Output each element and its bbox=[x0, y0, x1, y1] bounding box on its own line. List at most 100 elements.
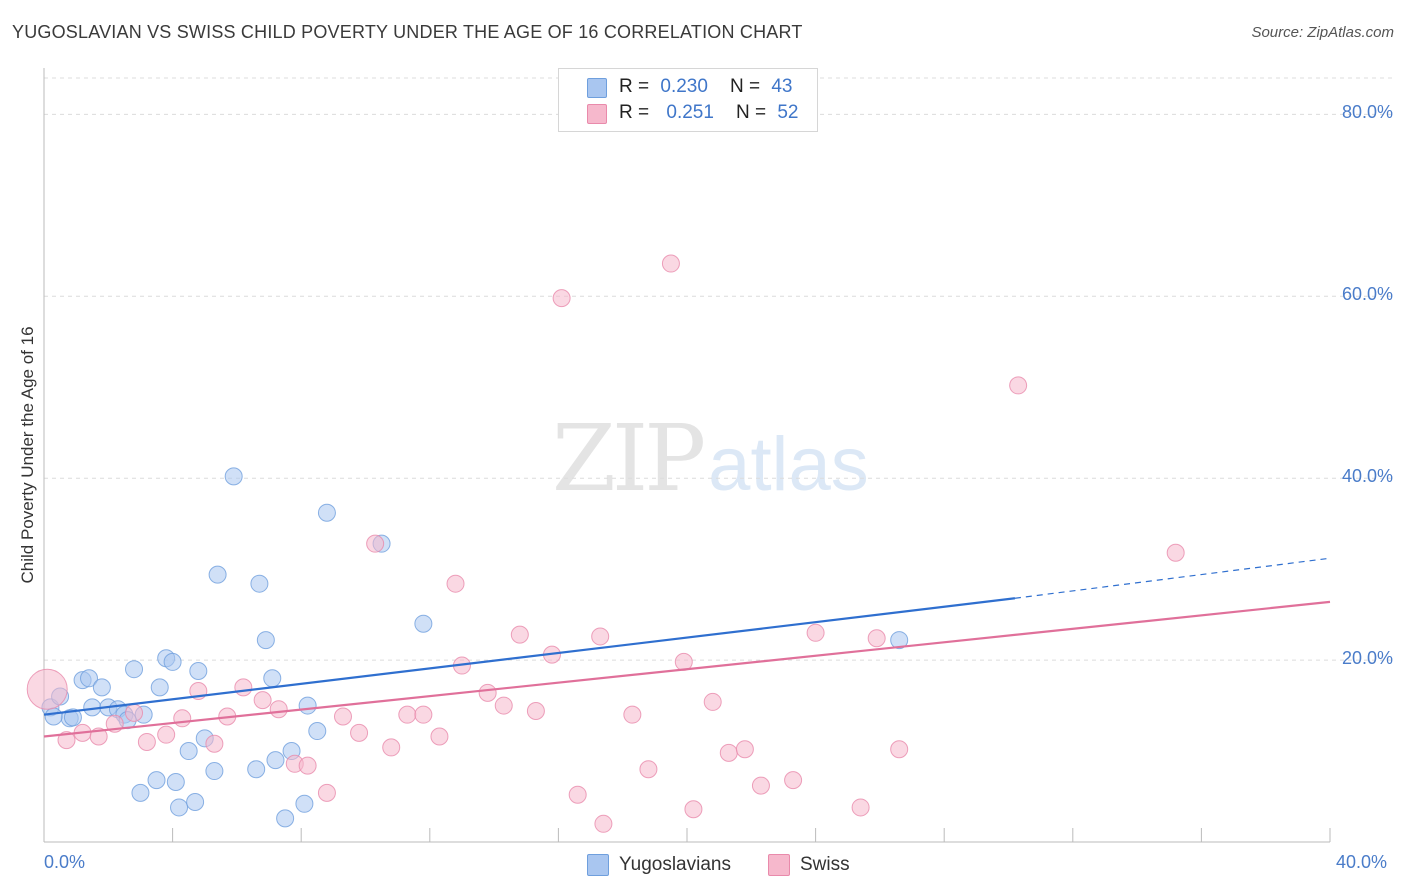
point-swiss bbox=[735, 740, 754, 759]
point-swiss bbox=[661, 254, 680, 273]
point-swiss bbox=[568, 785, 587, 804]
point-swiss bbox=[366, 534, 385, 553]
point-yugoslavians bbox=[247, 760, 266, 779]
point-swiss bbox=[623, 705, 642, 724]
point-swiss bbox=[806, 623, 825, 642]
legend-swatch-yugoslavians bbox=[587, 854, 609, 876]
point-swiss bbox=[552, 289, 571, 308]
point-yugoslavians bbox=[266, 751, 285, 770]
point-swiss bbox=[350, 723, 369, 742]
trend-line-swiss bbox=[43, 600, 1331, 738]
watermark-zip: ZIP bbox=[552, 405, 706, 512]
y-tick-label: 60.0% bbox=[1341, 284, 1393, 305]
watermark: ZIPatlas bbox=[552, 405, 869, 512]
point-swiss bbox=[639, 760, 658, 779]
stats-row-swiss: R = 0.251 N = 52 bbox=[619, 101, 798, 125]
point-swiss bbox=[719, 743, 738, 762]
point-swiss bbox=[446, 574, 465, 593]
point-swiss bbox=[125, 703, 144, 722]
point-yugoslavians bbox=[147, 771, 166, 790]
source-label: Source: ZipAtlas.com bbox=[1251, 24, 1394, 41]
watermark-atlas: atlas bbox=[708, 422, 869, 507]
trend-line-yugoslavians bbox=[43, 597, 1016, 716]
grid-lines bbox=[44, 77, 1392, 661]
legend-swatch-swiss bbox=[768, 854, 790, 876]
trend-extension-yugoslavians bbox=[1014, 557, 1331, 599]
point-swiss bbox=[269, 700, 288, 719]
stats-row-yugoslavians: R = 0.230 N = 43 bbox=[619, 75, 792, 99]
n-label: N = bbox=[735, 102, 767, 123]
point-swiss bbox=[173, 709, 192, 728]
point-swiss bbox=[382, 738, 401, 757]
point-yugoslavians bbox=[179, 742, 198, 761]
y-tick-label: 40.0% bbox=[1341, 466, 1393, 487]
axes bbox=[43, 68, 1331, 843]
point-yugoslavians bbox=[44, 707, 63, 726]
point-yugoslavians bbox=[125, 660, 144, 679]
point-swiss bbox=[57, 731, 76, 750]
chart-title: YUGOSLAVIAN VS SWISS CHILD POVERTY UNDER… bbox=[12, 22, 803, 42]
point-swiss bbox=[137, 732, 156, 751]
point-yugoslavians bbox=[170, 798, 189, 817]
legend-item-yugoslavians[interactable]: Yugoslavians bbox=[587, 852, 731, 878]
point-swiss bbox=[703, 692, 722, 711]
stats-swatch-yugoslavians bbox=[587, 78, 607, 98]
point-swiss bbox=[526, 702, 545, 721]
point-swiss bbox=[26, 668, 68, 710]
r-value: 0.251 bbox=[666, 102, 714, 123]
point-swiss bbox=[398, 705, 417, 724]
point-swiss bbox=[510, 625, 529, 644]
point-yugoslavians bbox=[92, 678, 111, 697]
point-yugoslavians bbox=[224, 467, 243, 486]
point-yugoslavians bbox=[205, 762, 224, 781]
point-swiss bbox=[1009, 376, 1028, 395]
point-yugoslavians bbox=[890, 631, 909, 650]
x-tick-label-min: 0.0% bbox=[44, 852, 86, 872]
data-points bbox=[26, 254, 1185, 833]
r-value: 0.230 bbox=[660, 76, 708, 97]
n-value: 43 bbox=[771, 76, 793, 97]
point-swiss bbox=[157, 725, 176, 744]
point-yugoslavians bbox=[256, 631, 275, 650]
point-yugoslavians bbox=[166, 772, 185, 791]
trend-lines bbox=[43, 557, 1331, 738]
point-yugoslavians bbox=[80, 669, 99, 688]
point-swiss bbox=[867, 629, 886, 648]
point-swiss bbox=[205, 734, 224, 753]
stats-swatch-swiss bbox=[587, 104, 607, 124]
point-swiss bbox=[478, 683, 497, 702]
point-swiss bbox=[253, 691, 272, 710]
r-label: R = bbox=[619, 76, 650, 97]
legend-label-swiss: Swiss bbox=[800, 854, 850, 875]
point-swiss bbox=[1166, 543, 1185, 562]
point-yugoslavians bbox=[150, 678, 169, 697]
point-yugoslavians bbox=[295, 794, 314, 813]
point-yugoslavians bbox=[263, 669, 282, 688]
point-yugoslavians bbox=[298, 696, 317, 715]
stats-legend-box: R = 0.230 N = 43 R = 0.251 N = 52 bbox=[558, 68, 818, 132]
n-value: 52 bbox=[777, 102, 799, 123]
y-axis-label: Child Poverty Under the Age of 16 bbox=[18, 326, 37, 584]
point-yugoslavians bbox=[308, 722, 327, 741]
point-swiss bbox=[751, 776, 770, 795]
point-yugoslavians bbox=[186, 792, 205, 811]
point-swiss bbox=[494, 696, 513, 715]
y-tick-label: 80.0% bbox=[1341, 102, 1393, 123]
legend-item-swiss[interactable]: Swiss bbox=[768, 852, 850, 878]
n-label: N = bbox=[729, 76, 761, 97]
point-yugoslavians bbox=[250, 574, 269, 593]
point-swiss bbox=[430, 727, 449, 746]
point-yugoslavians bbox=[163, 652, 182, 671]
point-yugoslavians bbox=[414, 614, 433, 633]
point-swiss bbox=[317, 783, 336, 802]
point-swiss bbox=[591, 627, 610, 646]
r-label: R = bbox=[619, 102, 650, 123]
point-swiss bbox=[298, 756, 317, 775]
point-swiss bbox=[594, 814, 613, 833]
point-yugoslavians bbox=[317, 503, 336, 522]
point-swiss bbox=[414, 705, 433, 724]
point-yugoslavians bbox=[208, 565, 227, 584]
point-yugoslavians bbox=[276, 809, 295, 828]
point-yugoslavians bbox=[189, 662, 208, 681]
